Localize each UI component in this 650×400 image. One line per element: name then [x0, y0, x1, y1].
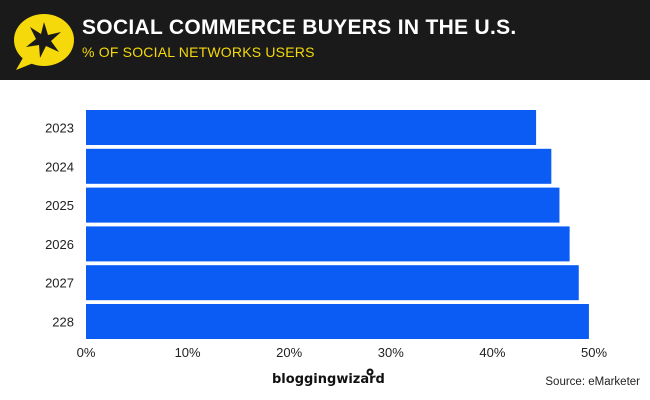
bar-2025 — [86, 187, 560, 223]
chart-title: SOCIAL COMMERCE BUYERS IN THE U.S. — [82, 16, 517, 39]
bar-2026 — [86, 226, 570, 262]
bar-2023 — [86, 110, 537, 145]
category-label: 2025 — [45, 198, 74, 213]
brand-pin-icon — [366, 368, 374, 376]
category-label: 2026 — [45, 237, 74, 252]
x-tick-label: 30% — [378, 345, 404, 360]
bar-2027 — [86, 265, 579, 301]
source-note: Source: eMarketer — [545, 376, 640, 388]
x-tick-label: 50% — [581, 345, 607, 360]
x-tick-label: 0% — [77, 345, 96, 360]
bar-chart: 2023 2024 2025 2026 2027 228 0% 10% 20% 30% 40% 50… — [45, 110, 608, 360]
category-label: 2024 — [45, 159, 74, 174]
category-labels: 2023 2024 2025 2026 2027 228 — [45, 121, 74, 330]
x-axis-ticks: 0% 10% 20% 30% 40% 50% — [77, 345, 608, 360]
x-tick-label: 40% — [479, 345, 505, 360]
bar-2024 — [86, 148, 552, 184]
bar-228 — [86, 304, 589, 339]
star-burst-icon — [14, 14, 74, 70]
x-tick-label: 20% — [276, 345, 302, 360]
x-tick-label: 10% — [175, 345, 201, 360]
category-label: 2023 — [45, 121, 74, 136]
brand-logo: bloggingwizard — [272, 372, 385, 387]
chart-subtitle: % OF SOCIAL NETWORKS USERS — [82, 44, 315, 60]
header-banner: SOCIAL COMMERCE BUYERS IN THE U.S. % OF … — [0, 0, 650, 80]
bars-layer — [86, 110, 589, 339]
category-label: 228 — [52, 315, 74, 330]
category-label: 2027 — [45, 276, 74, 291]
